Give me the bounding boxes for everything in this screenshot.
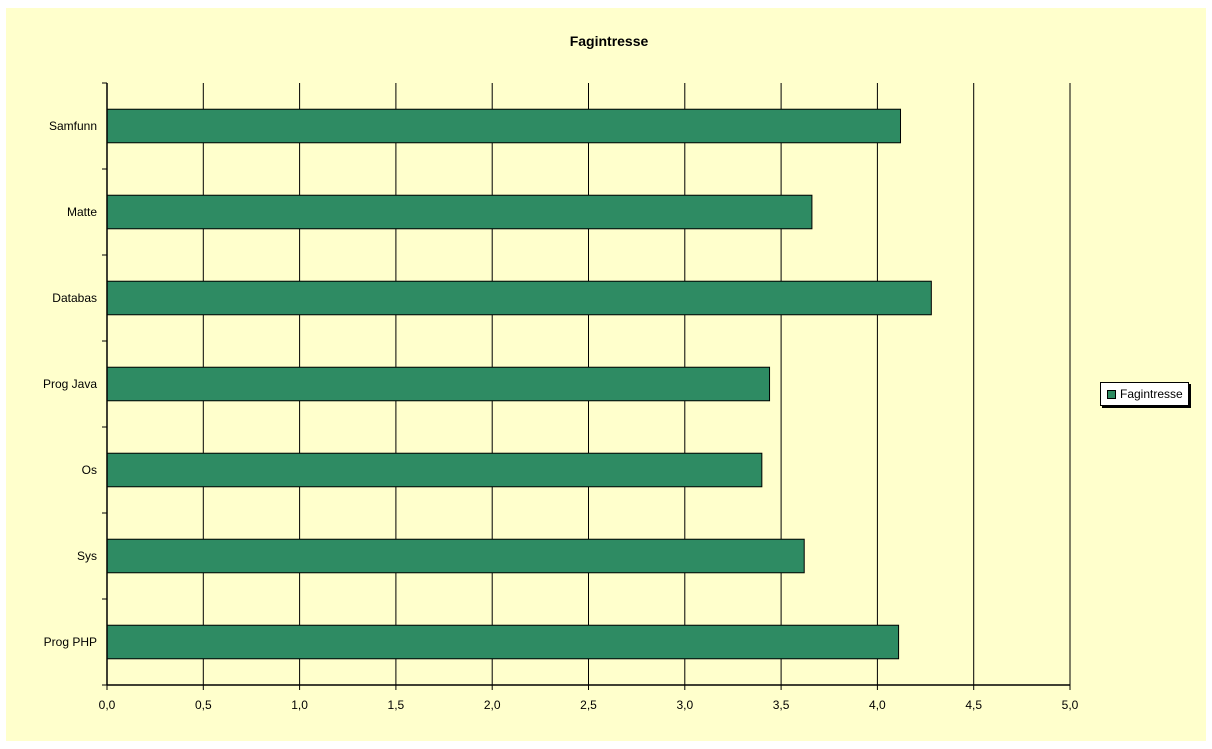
x-tick-label: 4,0 bbox=[869, 698, 886, 712]
x-tick-label: 1,0 bbox=[291, 698, 308, 712]
bar bbox=[106, 194, 813, 230]
y-category-label: Matte bbox=[67, 205, 97, 219]
legend-swatch bbox=[1107, 389, 1116, 399]
x-tick-label: 0,0 bbox=[99, 698, 116, 712]
legend: Fagintresse bbox=[1100, 382, 1189, 406]
y-category-label: Sys bbox=[77, 549, 97, 563]
axes bbox=[102, 82, 1071, 690]
bar-series bbox=[106, 108, 932, 660]
bar bbox=[106, 366, 771, 402]
x-tick-label: 3,5 bbox=[773, 698, 790, 712]
y-category-label: Os bbox=[82, 463, 97, 477]
chart-plot: Fagintresse 0,0 0,5 1,0 1,5 2,0 2,5 3,0 3,5 4,0 4… bbox=[43, 33, 1079, 712]
chart-area: Fagintresse 0,0 0,5 1,0 1,5 2,0 2,5 3,0 3,5 4,0 4… bbox=[6, 8, 1206, 741]
y-category-label: Databas bbox=[52, 291, 97, 305]
y-category-label: Prog Java bbox=[43, 377, 97, 391]
bar bbox=[106, 452, 763, 488]
chart-title: Fagintresse bbox=[570, 33, 649, 49]
x-tick-label: 2,5 bbox=[580, 698, 597, 712]
y-category-label: Prog PHP bbox=[44, 635, 97, 649]
x-tick-label: 2,0 bbox=[484, 698, 501, 712]
x-tick-label: 1,5 bbox=[388, 698, 405, 712]
legend-label: Fagintresse bbox=[1120, 387, 1183, 401]
bar bbox=[106, 280, 932, 316]
x-tick-label: 4,5 bbox=[965, 698, 982, 712]
x-tick-label: 0,5 bbox=[195, 698, 212, 712]
axis-labels: 0,0 0,5 1,0 1,5 2,0 2,5 3,0 3,5 4,0 4,5 5,0 Samfunn… bbox=[43, 119, 1079, 712]
y-category-label: Samfunn bbox=[49, 119, 97, 133]
bar bbox=[106, 624, 900, 660]
x-tick-label: 5,0 bbox=[1062, 698, 1079, 712]
x-tick-label: 3,0 bbox=[676, 698, 693, 712]
bar bbox=[106, 108, 902, 144]
bar bbox=[106, 538, 805, 574]
